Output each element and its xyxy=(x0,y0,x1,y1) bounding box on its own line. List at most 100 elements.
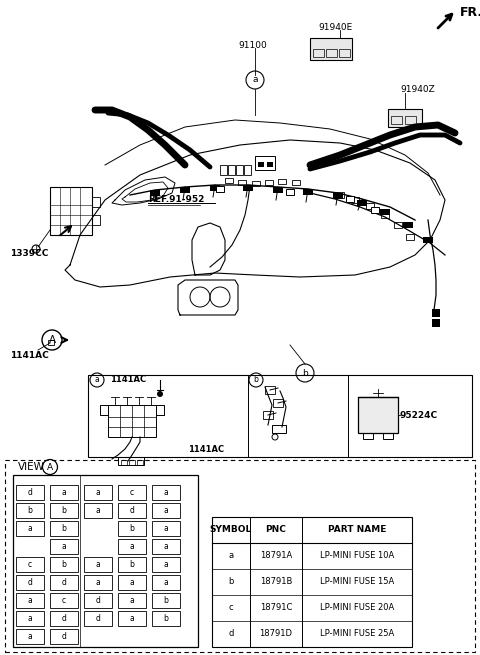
Text: REF.91-952: REF.91-952 xyxy=(148,195,204,204)
Text: a: a xyxy=(96,560,100,569)
Bar xyxy=(225,178,233,183)
Text: 91940E: 91940E xyxy=(318,22,352,31)
Text: 1141AC: 1141AC xyxy=(110,375,146,384)
Text: FR.: FR. xyxy=(460,5,480,18)
Text: c: c xyxy=(228,603,233,612)
Bar xyxy=(152,611,180,626)
Bar xyxy=(84,611,112,626)
Text: b: b xyxy=(61,560,66,569)
Text: a: a xyxy=(96,506,100,515)
Text: d: d xyxy=(130,506,134,515)
Text: a: a xyxy=(61,488,66,497)
Bar xyxy=(432,319,440,327)
Text: A: A xyxy=(47,462,53,472)
Bar xyxy=(84,575,112,590)
Bar xyxy=(394,222,402,228)
Bar xyxy=(380,209,390,215)
Text: d: d xyxy=(96,596,100,605)
Text: 1141AC: 1141AC xyxy=(188,445,224,453)
Text: b: b xyxy=(164,614,168,623)
Text: a: a xyxy=(28,632,32,641)
Text: a: a xyxy=(228,552,234,561)
Text: b: b xyxy=(164,596,168,605)
Bar xyxy=(50,539,78,554)
Bar xyxy=(50,187,92,235)
Bar xyxy=(357,200,367,206)
Bar xyxy=(118,503,146,518)
Text: c: c xyxy=(28,560,32,569)
Bar xyxy=(50,557,78,572)
Bar xyxy=(432,309,440,317)
Bar xyxy=(84,557,112,572)
Bar xyxy=(108,405,156,437)
Text: a: a xyxy=(28,524,32,533)
Bar xyxy=(16,593,44,608)
Bar xyxy=(50,521,78,536)
Bar xyxy=(273,399,283,407)
Text: PART NAME: PART NAME xyxy=(328,525,386,534)
Bar xyxy=(152,593,180,608)
Bar xyxy=(243,185,253,191)
Text: 1141AC: 1141AC xyxy=(10,350,49,360)
Text: A: A xyxy=(48,335,56,345)
Text: PNC: PNC xyxy=(265,525,287,534)
Bar xyxy=(310,38,352,60)
Bar xyxy=(292,180,300,185)
Text: d: d xyxy=(61,614,66,623)
Bar xyxy=(244,165,251,175)
Text: a: a xyxy=(96,578,100,587)
Text: a: a xyxy=(164,488,168,497)
Text: a: a xyxy=(95,375,99,384)
Bar xyxy=(406,234,414,240)
Bar xyxy=(118,485,146,500)
Bar xyxy=(333,193,343,199)
Text: b: b xyxy=(302,369,308,377)
Bar xyxy=(84,485,112,500)
Text: c: c xyxy=(62,596,66,605)
Text: a: a xyxy=(252,75,258,84)
Bar xyxy=(252,181,260,186)
Text: VIEW: VIEW xyxy=(18,462,45,472)
Bar xyxy=(210,185,220,191)
Bar xyxy=(336,192,344,198)
Bar xyxy=(313,49,324,57)
Bar xyxy=(118,539,146,554)
Text: b: b xyxy=(253,375,258,384)
Text: LP-MINI FUSE 15A: LP-MINI FUSE 15A xyxy=(320,578,394,586)
Bar xyxy=(118,557,146,572)
Text: SYMBOL: SYMBOL xyxy=(210,525,252,534)
Bar xyxy=(403,222,413,228)
Bar xyxy=(16,611,44,626)
Text: a: a xyxy=(130,614,134,623)
Bar xyxy=(121,460,127,465)
Bar xyxy=(16,575,44,590)
Bar xyxy=(236,165,243,175)
Text: 18791A: 18791A xyxy=(260,552,292,561)
Text: 91100: 91100 xyxy=(238,41,267,50)
Text: 91940Z: 91940Z xyxy=(400,86,435,94)
Text: 1339CC: 1339CC xyxy=(10,248,48,257)
Text: b: b xyxy=(228,578,234,586)
Text: a: a xyxy=(28,614,32,623)
Bar xyxy=(358,397,398,433)
Text: d: d xyxy=(27,488,33,497)
Bar xyxy=(48,340,54,345)
Bar xyxy=(5,460,475,652)
Text: a: a xyxy=(96,488,100,497)
Bar xyxy=(50,503,78,518)
Text: a: a xyxy=(164,560,168,569)
Bar xyxy=(92,197,100,207)
Bar xyxy=(118,521,146,536)
Text: a: a xyxy=(61,542,66,551)
Bar xyxy=(50,611,78,626)
Bar xyxy=(228,165,235,175)
Bar xyxy=(137,460,143,465)
Bar xyxy=(16,557,44,572)
Bar xyxy=(388,109,422,127)
Text: a: a xyxy=(164,524,168,533)
Text: LP-MINI FUSE 10A: LP-MINI FUSE 10A xyxy=(320,552,394,561)
Text: d: d xyxy=(61,632,66,641)
Bar xyxy=(16,629,44,644)
Text: b: b xyxy=(130,524,134,533)
Text: d: d xyxy=(27,578,33,587)
